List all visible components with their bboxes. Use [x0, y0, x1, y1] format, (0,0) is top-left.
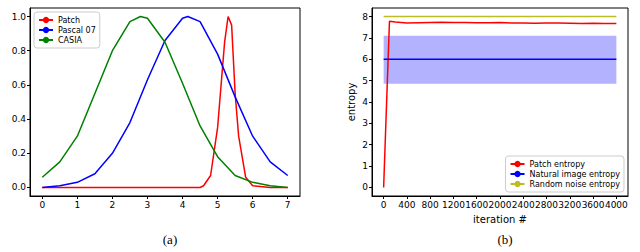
svg-text:3200: 3200 [558, 200, 581, 210]
svg-text:7: 7 [285, 200, 291, 210]
svg-text:0.2: 0.2 [12, 148, 26, 158]
svg-text:entropy: entropy [346, 83, 357, 122]
svg-text:2000: 2000 [489, 200, 512, 210]
svg-text:0: 0 [381, 200, 387, 210]
svg-text:2: 2 [362, 140, 368, 150]
svg-text:2800: 2800 [535, 200, 558, 210]
svg-text:1.0: 1.0 [12, 12, 27, 22]
svg-text:5: 5 [362, 76, 368, 86]
svg-text:Patch entropy: Patch entropy [530, 160, 586, 169]
svg-text:0: 0 [362, 182, 368, 192]
svg-text:2: 2 [110, 200, 116, 210]
svg-text:Patch: Patch [58, 16, 80, 25]
svg-text:4000: 4000 [605, 200, 628, 210]
svg-text:0.6: 0.6 [12, 80, 27, 90]
svg-text:800: 800 [422, 200, 439, 210]
svg-text:2400: 2400 [512, 200, 535, 210]
svg-text:0.0: 0.0 [12, 182, 27, 192]
svg-text:7: 7 [362, 33, 368, 43]
svg-text:6: 6 [362, 54, 368, 64]
svg-text:Natural image entropy: Natural image entropy [530, 170, 621, 179]
svg-text:iteration #: iteration # [473, 214, 527, 225]
svg-text:4: 4 [362, 97, 368, 107]
svg-text:1: 1 [74, 200, 80, 210]
svg-text:CASIA: CASIA [58, 36, 82, 45]
svg-text:4: 4 [180, 200, 186, 210]
svg-text:1200: 1200 [442, 200, 465, 210]
svg-text:3: 3 [362, 118, 368, 128]
svg-text:(a): (a) [163, 232, 177, 247]
svg-text:1600: 1600 [465, 200, 488, 210]
svg-text:3: 3 [145, 200, 151, 210]
svg-text:(b): (b) [497, 232, 512, 247]
svg-text:0.4: 0.4 [12, 114, 27, 124]
svg-text:Pascal 07: Pascal 07 [58, 26, 96, 35]
svg-text:1: 1 [362, 161, 368, 171]
svg-text:Random noise entropy: Random noise entropy [530, 180, 621, 189]
svg-text:0.8: 0.8 [12, 46, 27, 56]
svg-text:400: 400 [398, 200, 415, 210]
svg-text:8: 8 [362, 12, 368, 22]
svg-text:3600: 3600 [582, 200, 605, 210]
svg-text:5: 5 [215, 200, 221, 210]
svg-text:6: 6 [250, 200, 256, 210]
svg-text:0: 0 [39, 200, 45, 210]
